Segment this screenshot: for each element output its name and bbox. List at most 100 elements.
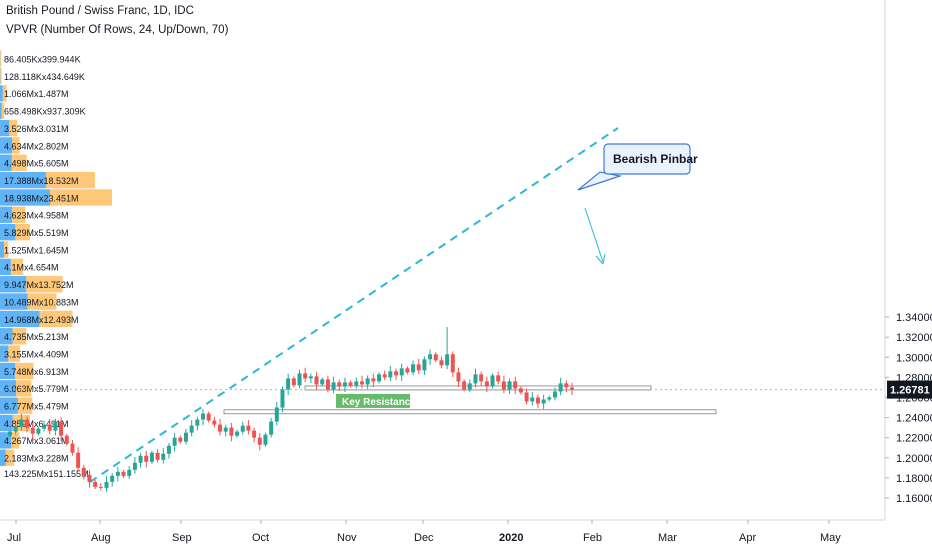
volume-profile-down-bar <box>0 51 1 67</box>
candle-body <box>508 381 512 389</box>
ascending-trendline <box>90 128 618 482</box>
candle-body <box>570 387 574 389</box>
candle-body <box>25 420 29 428</box>
candle-body <box>59 422 63 436</box>
candle-body <box>349 382 353 385</box>
volume-profile-label: 128.118Kx434.649K <box>4 72 85 82</box>
candle-body <box>105 482 109 488</box>
candle-body <box>19 420 23 427</box>
volume-profile-label: 3.155Mx4.409M <box>4 349 69 359</box>
candle-body <box>383 374 387 377</box>
volume-profile-label: 4.1Mx4.654M <box>4 263 59 273</box>
candle-body <box>332 382 336 389</box>
volume-profile-label: 6.777Mx5.479M <box>4 402 69 412</box>
candle-body <box>178 438 182 442</box>
price-tick-label: 1.18000 <box>896 473 932 485</box>
candle-body <box>246 426 250 431</box>
candle-body <box>127 470 131 476</box>
candle-body <box>201 414 205 420</box>
time-tick-label: Dec <box>414 532 434 544</box>
candle-body <box>173 438 177 446</box>
candle-body <box>184 433 188 442</box>
candle-body <box>263 435 267 445</box>
candle-body <box>411 364 415 372</box>
time-tick-label: May <box>820 532 841 544</box>
candle-body <box>371 378 375 381</box>
candle-body <box>491 375 495 386</box>
candle-body <box>36 429 40 434</box>
volume-profile-label: 86.405Kx399.944K <box>4 55 81 65</box>
price-tick-label: 1.16000 <box>896 493 932 505</box>
candle-body <box>559 383 563 391</box>
candle-body <box>564 383 568 387</box>
volume-profile-label: 18.938Mx23.451M <box>4 193 79 203</box>
candle-body <box>473 374 477 383</box>
chart-title: British Pound / Swiss Franc, 1D, IDC <box>6 5 194 17</box>
candle-body <box>161 454 165 460</box>
candle-body <box>150 453 154 462</box>
volume-profile-label: 4.623Mx4.958M <box>4 211 69 221</box>
time-tick-label: Sep <box>172 532 192 544</box>
candle-body <box>93 482 97 487</box>
price-tick-label: 1.34000 <box>896 312 932 324</box>
candle-body <box>326 379 330 389</box>
candle-body <box>434 354 438 360</box>
candle-body <box>229 428 233 436</box>
time-tick-label: Oct <box>252 532 269 544</box>
candle-body <box>485 381 489 386</box>
time-tick-label: Nov <box>337 532 357 544</box>
volume-profile-label: 17.388Mx18.532M <box>4 176 79 186</box>
candle-body <box>513 381 517 388</box>
support-zone <box>224 410 716 414</box>
candle-body <box>298 373 302 385</box>
candle-body <box>212 421 216 425</box>
candle-body <box>122 472 126 476</box>
candle-body <box>195 420 199 426</box>
price-tick-label: 1.30000 <box>896 352 932 364</box>
candle-body <box>224 428 228 432</box>
volume-profile-label: 10.489Mx10.883M <box>4 297 79 307</box>
candle-body <box>82 468 86 475</box>
volume-profile-label: 3.526Mx3.031M <box>4 124 69 134</box>
candle-body <box>542 399 546 403</box>
candle-body <box>133 463 137 470</box>
time-tick-label: Aug <box>91 532 111 544</box>
candle-body <box>31 428 35 434</box>
candle-body <box>207 414 211 421</box>
candle-body <box>235 432 239 436</box>
candle-body <box>48 425 52 431</box>
volume-profile-down-bar <box>0 68 1 84</box>
candle-body <box>116 472 120 476</box>
candle-body <box>70 444 74 453</box>
volume-profile-label: 1.066Mx1.487M <box>4 89 69 99</box>
projection-arrow-line <box>585 208 603 262</box>
candle-body <box>456 372 460 381</box>
time-tick-label: Mar <box>658 532 677 544</box>
candle-body <box>422 359 426 370</box>
volume-profile-label: 14.968Mx12.493M <box>4 315 79 325</box>
candle-body <box>76 453 80 468</box>
candle-body <box>468 383 472 389</box>
candle-body <box>337 382 341 386</box>
candle-body <box>110 476 114 482</box>
volume-profile-label: 143.225Mx151.155M <box>4 469 89 479</box>
volume-profile-label: 1.525Mx1.645M <box>4 245 69 255</box>
candle-body <box>360 381 364 384</box>
price-tick-label: 1.32000 <box>896 332 932 344</box>
candle-body <box>439 360 443 365</box>
candle-body <box>451 354 455 372</box>
volume-profile-label: 4.634Mx2.802M <box>4 141 69 151</box>
volume-profile-label: 2.183Mx3.228M <box>4 454 69 464</box>
indicator-label: VPVR (Number Of Rows, 24, Up/Down, 70) <box>6 24 228 36</box>
candle-body <box>428 354 432 359</box>
candle-body <box>519 388 523 392</box>
candle-body <box>462 381 466 389</box>
key-resistance-label: Key Resistance <box>342 397 416 408</box>
candle-body <box>366 378 370 384</box>
candle-body <box>343 382 347 386</box>
current-price-label: 1.26781 <box>890 385 930 397</box>
price-tick-label: 1.24000 <box>896 413 932 425</box>
time-tick-label: Apr <box>739 532 756 544</box>
